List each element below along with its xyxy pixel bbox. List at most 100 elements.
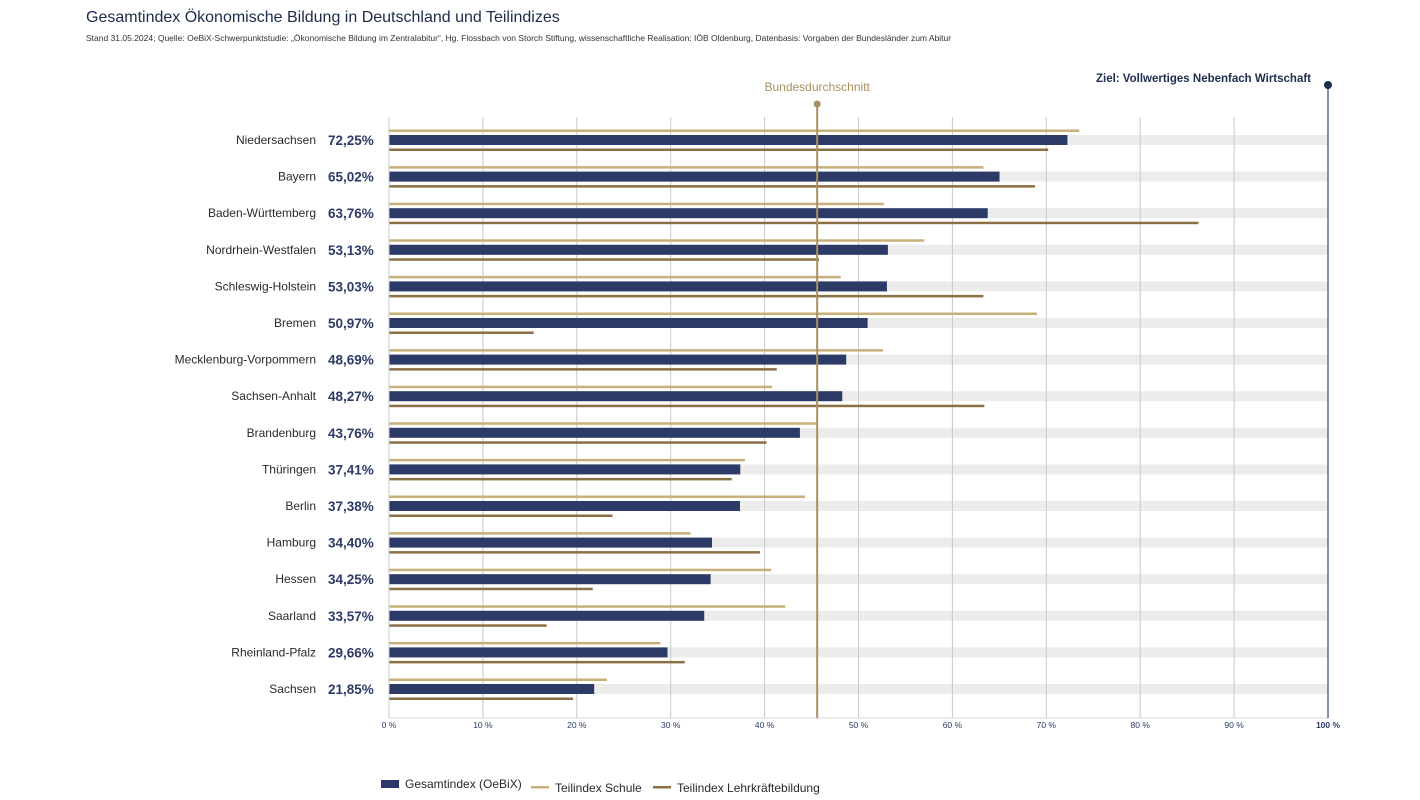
value-label: 48,27% (328, 389, 374, 404)
bar-teilindex-lehrkraefte (389, 587, 593, 591)
x-tick-label: 60 % (943, 720, 963, 730)
value-label: 72,25% (328, 133, 374, 148)
value-label: 37,38% (328, 499, 374, 514)
chart-source-note: Stand 31.05.2024; Quelle: OeBiX-Schwerpu… (86, 33, 952, 43)
bar-gesamtindex (389, 281, 887, 292)
bar-gesamtindex (389, 574, 711, 585)
value-label: 37,41% (328, 462, 374, 477)
bar-teilindex-lehrkraefte (389, 624, 547, 627)
bar-gesamtindex (389, 391, 843, 402)
value-label: 48,69% (328, 353, 374, 368)
bar-teilindex-lehrkraefte (389, 404, 985, 408)
bar-teilindex-lehrkraefte (389, 551, 760, 554)
value-label: 65,02% (328, 170, 374, 185)
bar-teilindex-schule (389, 532, 691, 535)
legend-label-gesamtindex: Gesamtindex (OeBiX) (405, 777, 522, 791)
bar-gesamtindex (389, 427, 800, 438)
bar-teilindex-schule (389, 129, 1080, 132)
bar-teilindex-lehrkraefte (389, 660, 685, 664)
bar-gesamtindex (389, 684, 595, 694)
bar-gesamtindex (389, 537, 713, 548)
bar-teilindex-schule (389, 166, 984, 169)
bar-gesamtindex (389, 171, 1000, 182)
bar-teilindex-lehrkraefte (389, 368, 777, 371)
bar-teilindex-schule (389, 202, 884, 206)
legend-label-lehrkraefte: Teilindex Lehrkräftebildung (677, 781, 820, 795)
category-label: Brandenburg (247, 426, 316, 440)
category-label: Saarland (268, 609, 316, 623)
bar-gesamtindex (389, 464, 741, 475)
bar-gesamtindex (389, 244, 888, 255)
bar-teilindex-lehrkraefte (389, 331, 534, 334)
category-label: Rheinland-Pfalz (231, 645, 316, 659)
bar-teilindex-schule (389, 678, 607, 681)
value-label: 33,57% (328, 609, 374, 624)
value-label: 50,97% (328, 316, 374, 331)
category-label: Bayern (278, 170, 316, 184)
goal-label: Ziel: Vollwertiges Nebenfach Wirtschaft (1096, 73, 1311, 85)
x-tick-label: 80 % (1131, 720, 1151, 730)
bar-teilindex-schule (389, 349, 883, 352)
bar-gesamtindex (389, 501, 740, 511)
bar-teilindex-schule (389, 275, 841, 279)
x-tick-label: 20 % (567, 720, 587, 730)
legend-swatch-schule (531, 786, 549, 789)
bar-teilindex-lehrkraefte (389, 258, 820, 261)
x-tick-label: 90 % (1224, 720, 1244, 730)
bar-gesamtindex (389, 318, 868, 328)
value-label: 34,25% (328, 572, 374, 587)
value-label: 34,40% (328, 536, 374, 551)
bar-teilindex-schule (389, 385, 773, 389)
bar-teilindex-schule (389, 495, 805, 498)
value-label: 63,76% (328, 206, 374, 221)
category-label: Nordrhein-Westfalen (206, 243, 316, 257)
category-label: Bremen (274, 316, 316, 330)
category-label: Sachsen-Anhalt (231, 389, 316, 403)
bar-gesamtindex (389, 647, 668, 658)
bar-teilindex-lehrkraefte (389, 148, 1049, 151)
x-tick-label: 40 % (755, 720, 775, 730)
bar-teilindex-lehrkraefte (389, 294, 984, 298)
category-label: Thüringen (262, 462, 316, 476)
value-label: 21,85% (328, 682, 374, 697)
value-label: 29,66% (328, 645, 374, 660)
average-marker (813, 100, 821, 108)
bar-teilindex-schule (389, 568, 772, 572)
x-tick-label: 70 % (1037, 720, 1057, 730)
x-tick-label: 50 % (849, 720, 869, 730)
bar-teilindex-lehrkraefte (389, 514, 613, 517)
value-label: 53,03% (328, 279, 374, 294)
bar-gesamtindex (389, 208, 988, 219)
category-label: Schleswig-Holstein (215, 279, 316, 293)
category-label: Sachsen (269, 682, 316, 696)
goal-marker (1324, 81, 1332, 89)
category-label: Hessen (275, 572, 316, 586)
legend-label-schule: Teilindex Schule (555, 781, 642, 795)
bar-teilindex-schule (389, 605, 786, 608)
bar-gesamtindex (389, 354, 847, 365)
bar-teilindex-lehrkraefte (389, 185, 1036, 188)
legend-swatch-gesamtindex (381, 780, 399, 788)
bar-teilindex-schule (389, 458, 745, 462)
average-label: Bundesdurchschnitt (764, 80, 870, 94)
x-tick-label: 0 % (382, 720, 397, 730)
bar-teilindex-lehrkraefte (389, 441, 767, 444)
category-label: Hamburg (267, 536, 316, 550)
bar-teilindex-schule (389, 641, 661, 645)
bar-teilindex-schule (389, 239, 925, 242)
category-label: Baden-Württemberg (208, 206, 316, 220)
chart-title: Gesamtindex Ökonomische Bildung in Deuts… (86, 9, 560, 26)
x-tick-label: 10 % (473, 720, 493, 730)
bar-gesamtindex (389, 135, 1068, 145)
legend-swatch-lehrkraefte (653, 786, 671, 789)
bar-teilindex-lehrkraefte (389, 477, 732, 481)
bar-teilindex-schule (389, 422, 818, 425)
bar-gesamtindex (389, 610, 705, 621)
x-tick-label: 30 % (661, 720, 681, 730)
bar-teilindex-lehrkraefte (389, 697, 574, 700)
bar-teilindex-schule (389, 312, 1037, 315)
value-label: 53,13% (328, 243, 374, 258)
x-tick-label: 100 % (1316, 720, 1341, 730)
category-label: Mecklenburg-Vorpommern (175, 353, 316, 367)
